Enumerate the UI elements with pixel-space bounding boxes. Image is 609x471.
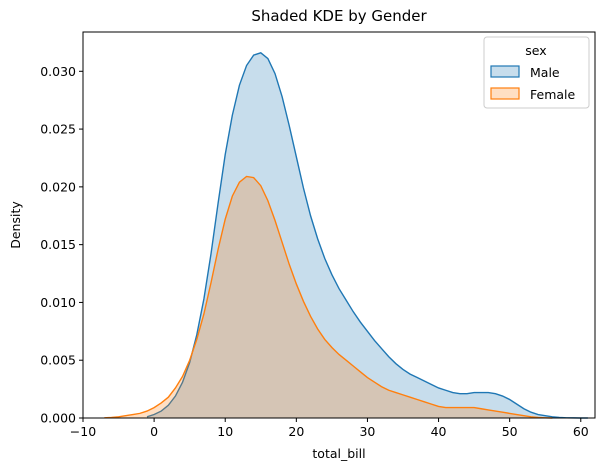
y-tick-label: 0.010 xyxy=(40,295,76,310)
chart-title: Shaded KDE by Gender xyxy=(251,7,427,25)
x-tick-label: 0 xyxy=(150,424,158,439)
x-axis: −10 0 10 20 30 40 50 60 xyxy=(70,418,589,439)
legend-box xyxy=(483,36,590,109)
x-tick-label: 10 xyxy=(217,424,233,439)
legend-title: sex xyxy=(525,43,546,58)
x-tick-label: 50 xyxy=(502,424,518,439)
y-axis-label: Density xyxy=(8,201,23,249)
x-tick-label: 30 xyxy=(359,424,375,439)
y-tick-label: 0.005 xyxy=(40,353,76,368)
x-axis-label: total_bill xyxy=(312,446,365,461)
legend-label-female: Female xyxy=(530,87,576,102)
legend-label-male: Male xyxy=(530,65,560,80)
x-tick-label: 40 xyxy=(431,424,447,439)
y-tick-label: 0.020 xyxy=(40,179,76,194)
plot-frame xyxy=(82,31,596,419)
series-layer xyxy=(104,52,588,419)
line-male xyxy=(146,52,588,419)
y-tick-label: 0.000 xyxy=(40,411,76,426)
legend-swatch-female xyxy=(490,87,520,100)
area-female xyxy=(104,176,553,418)
x-tick-label: 60 xyxy=(573,424,589,439)
legend-swatch-male xyxy=(490,65,520,78)
area-male xyxy=(147,52,588,419)
line-female xyxy=(104,175,553,419)
y-axis: 0.000 0.005 0.010 0.015 0.020 0.025 0.030 xyxy=(40,64,83,426)
y-tick-label: 0.030 xyxy=(40,64,76,79)
x-tick-label: 20 xyxy=(288,424,304,439)
y-tick-label: 0.025 xyxy=(40,122,76,137)
y-tick-label: 0.015 xyxy=(40,237,76,252)
x-tick-label: −10 xyxy=(70,424,96,439)
legend: sex Male Female xyxy=(483,36,590,109)
